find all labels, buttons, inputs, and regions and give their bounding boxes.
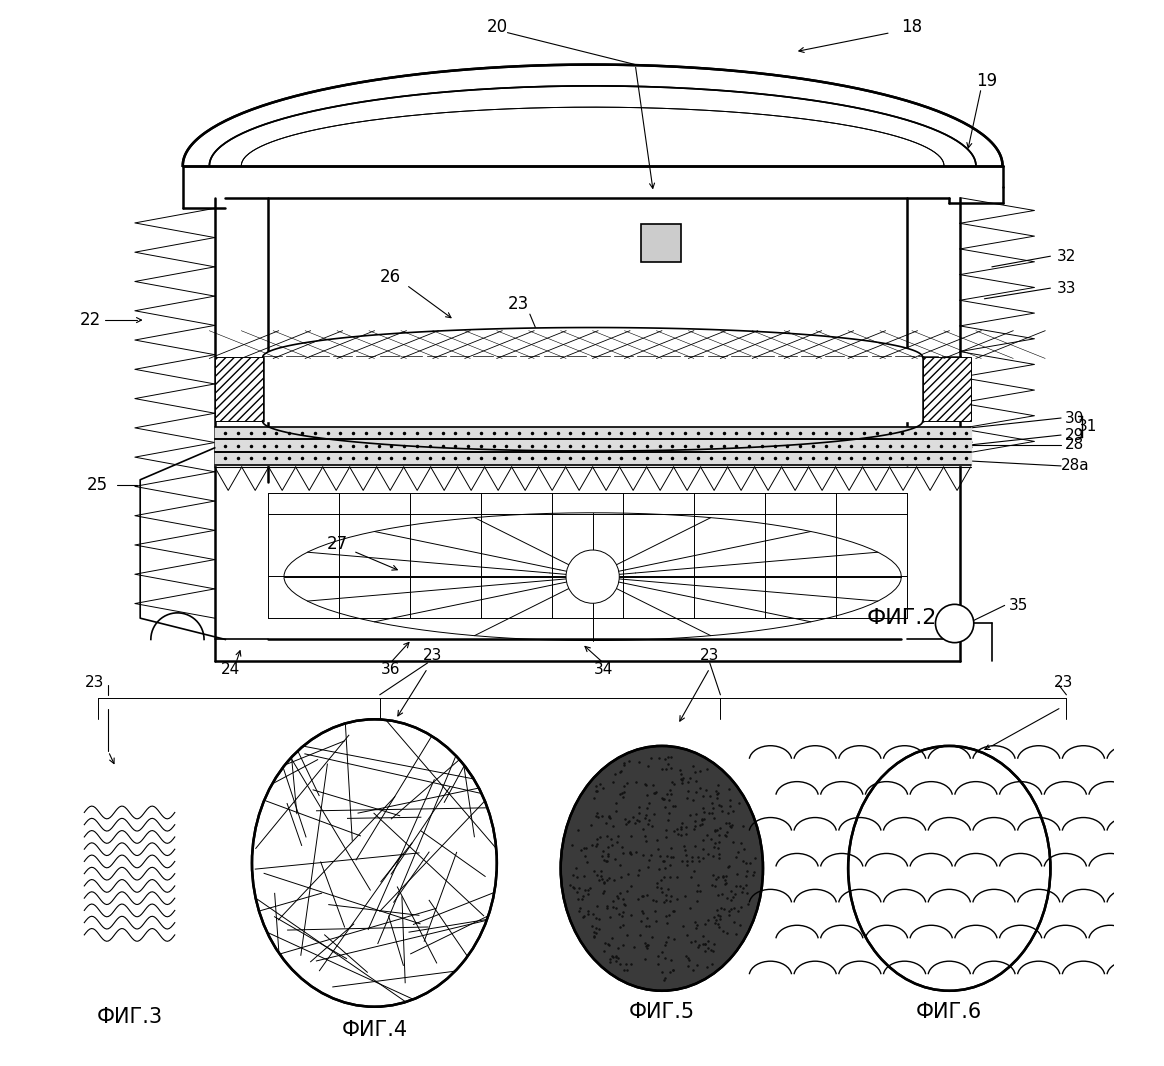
Text: ФИГ.2: ФИГ.2 [866, 609, 937, 628]
Text: 25: 25 [87, 477, 108, 495]
Ellipse shape [561, 746, 762, 990]
Text: 31: 31 [1078, 419, 1098, 434]
Text: 23: 23 [508, 295, 528, 313]
Text: 22: 22 [79, 311, 101, 329]
Text: ФИГ.5: ФИГ.5 [629, 1002, 695, 1022]
Text: 29: 29 [1065, 427, 1085, 442]
Text: 24: 24 [221, 662, 240, 677]
Text: 23: 23 [85, 675, 104, 690]
Ellipse shape [251, 720, 497, 1006]
Text: 18: 18 [901, 18, 923, 36]
Text: 23: 23 [700, 648, 719, 663]
Text: 20: 20 [487, 18, 508, 36]
Text: 27: 27 [327, 535, 348, 552]
Text: 26: 26 [379, 269, 400, 287]
Text: ФИГ.3: ФИГ.3 [97, 1007, 163, 1028]
Text: 34: 34 [594, 662, 613, 677]
Circle shape [566, 550, 619, 603]
Text: 19: 19 [975, 71, 998, 90]
Bar [214, 357, 263, 421]
Text: 28: 28 [1065, 437, 1085, 452]
Bar [923, 357, 971, 421]
Text: 33: 33 [1057, 280, 1077, 295]
Polygon shape [183, 165, 1002, 208]
Ellipse shape [849, 746, 1050, 990]
Text: 35: 35 [1009, 598, 1028, 613]
Text: 28a: 28a [1060, 458, 1090, 473]
Text: ФИГ.4: ФИГ.4 [341, 1020, 407, 1040]
Text: 36: 36 [381, 662, 400, 677]
Text: ФИГ.6: ФИГ.6 [916, 1002, 982, 1022]
Text: 23: 23 [1053, 675, 1073, 690]
Circle shape [936, 604, 974, 643]
Text: 30: 30 [1065, 410, 1085, 425]
Text: 23: 23 [424, 648, 442, 663]
Bar [640, 224, 681, 261]
Text: 32: 32 [1057, 248, 1076, 263]
